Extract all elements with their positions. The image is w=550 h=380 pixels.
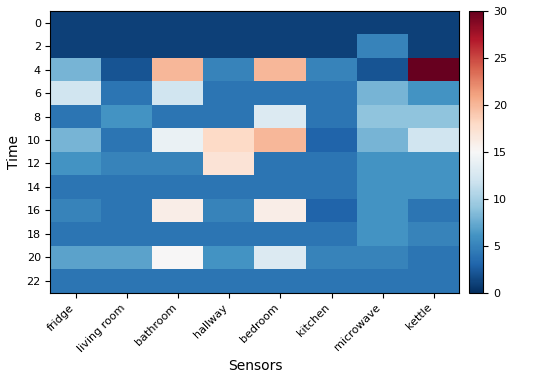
- X-axis label: Sensors: Sensors: [228, 359, 282, 373]
- Y-axis label: Time: Time: [7, 135, 21, 169]
